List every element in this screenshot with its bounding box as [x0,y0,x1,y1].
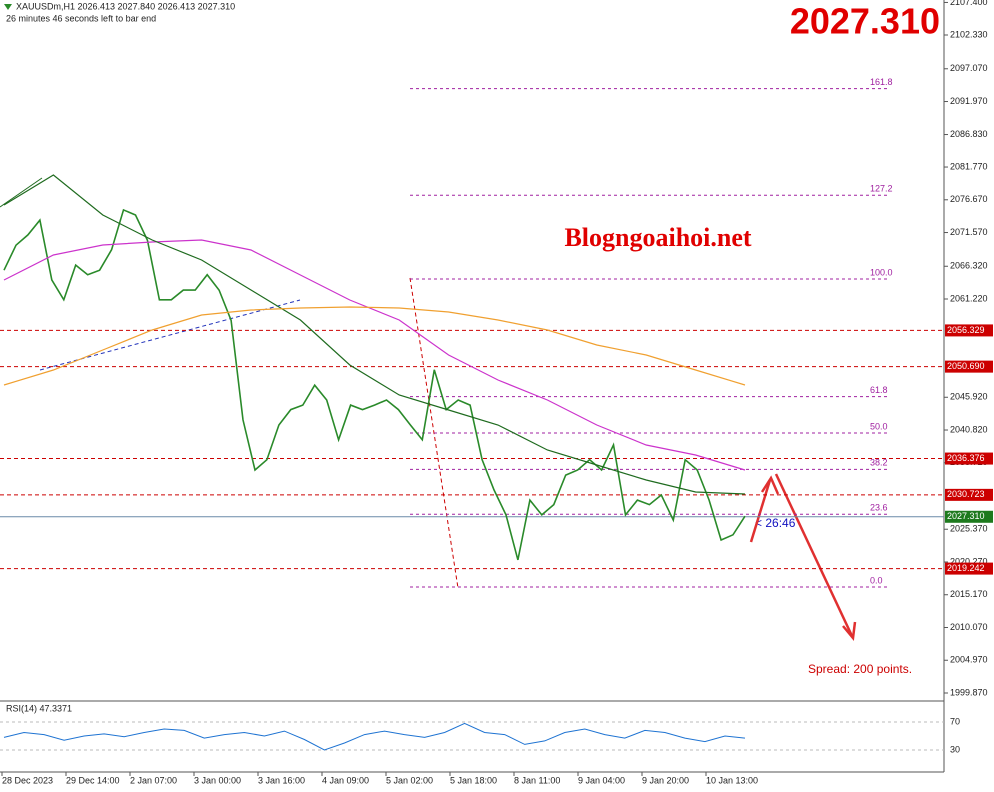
level-label-box [945,452,993,465]
x-tick-label: 29 Dec 14:00 [66,775,120,785]
big-price: 2027.310 [790,1,940,42]
y-tick-label: 2045.920 [950,392,988,402]
fib-label: 161.8 [870,77,893,87]
x-tick-label: 28 Dec 2023 [2,775,53,785]
x-tick-label: 10 Jan 13:00 [706,775,758,785]
x-tick-label: 5 Jan 18:00 [450,775,497,785]
y-tick-label: 2040.820 [950,424,988,434]
level-label-box [945,360,993,373]
countdown: < 26:46 [755,516,796,530]
price-line [3,306,746,386]
level-label-box [945,488,993,501]
x-tick-label: 4 Jan 09:00 [322,775,369,785]
level-label: 2050.690 [947,361,985,371]
y-tick-label: 2025.370 [950,524,988,534]
y-tick-label: 2091.970 [950,96,988,106]
fib-label: 50.0 [870,421,888,431]
fib-label: 100.0 [870,267,893,277]
x-tick-label: 9 Jan 04:00 [578,775,625,785]
rsi-tick-label: 30 [950,744,960,754]
current-price-label: 2027.310 [947,511,985,521]
trend-line [0,177,43,208]
fib-label: 61.8 [870,385,888,395]
y-tick-label: 2076.670 [950,194,988,204]
arrow-down [774,473,854,637]
x-tick-label: 3 Jan 00:00 [194,775,241,785]
y-tick-label: 2015.170 [950,589,988,599]
x-tick-label: 2 Jan 07:00 [130,775,177,785]
fib-label: 23.6 [870,503,888,513]
spread-text: Spread: 200 points. [808,662,912,676]
arrows [749,473,857,642]
symbol-line: XAUUSDm,H1 2026.413 2027.840 2026.413 20… [16,1,235,11]
arrow-head [842,621,857,642]
y-tick-label: 2097.070 [950,63,988,73]
price-line [3,174,746,495]
level-label: 2036.376 [947,453,985,463]
fib-label: 38.2 [870,458,888,468]
arrow-head [760,475,780,495]
symbol-marker [4,4,12,10]
fib-label: 0.0 [870,575,883,585]
y-tick-label: 2020.270 [950,556,988,566]
rsi-line [3,722,746,751]
level-label: 2056.329 [947,325,985,335]
y-tick-label: 1999.870 [950,687,988,697]
x-tick-label: 5 Jan 02:00 [386,775,433,785]
x-tick-label: 9 Jan 20:00 [642,775,689,785]
current-price-box [945,510,993,523]
watermark: Blogngoaihoi.net [564,223,751,252]
fib-label: 127.2 [870,184,893,194]
level-label-box [945,562,993,575]
y-tick-label: 2066.320 [950,261,988,271]
x-tick-label: 3 Jan 16:00 [258,775,305,785]
level-label-box [945,324,993,337]
arrow-up [749,479,772,543]
timer: 26 minutes 46 seconds left to bar end [6,13,156,23]
price-line [3,239,746,471]
y-tick-label: 2004.970 [950,655,988,665]
y-tick-label: 2061.220 [950,293,988,303]
rsi-title: RSI(14) 47.3371 [6,703,72,713]
level-label: 2030.723 [947,489,985,499]
level-label: 2019.242 [947,563,985,573]
y-tick-label: 2010.070 [950,622,988,632]
y-tick-label: 2071.570 [950,227,988,237]
rsi-tick-label: 70 [950,716,960,726]
y-tick-label: 2102.330 [950,29,988,39]
y-tick-label: 2086.830 [950,129,988,139]
x-tick-label: 8 Jan 11:00 [514,775,560,785]
y-tick-label: 2107.400 [950,0,988,7]
y-tick-label: 2081.770 [950,161,988,171]
price-line [3,208,746,561]
